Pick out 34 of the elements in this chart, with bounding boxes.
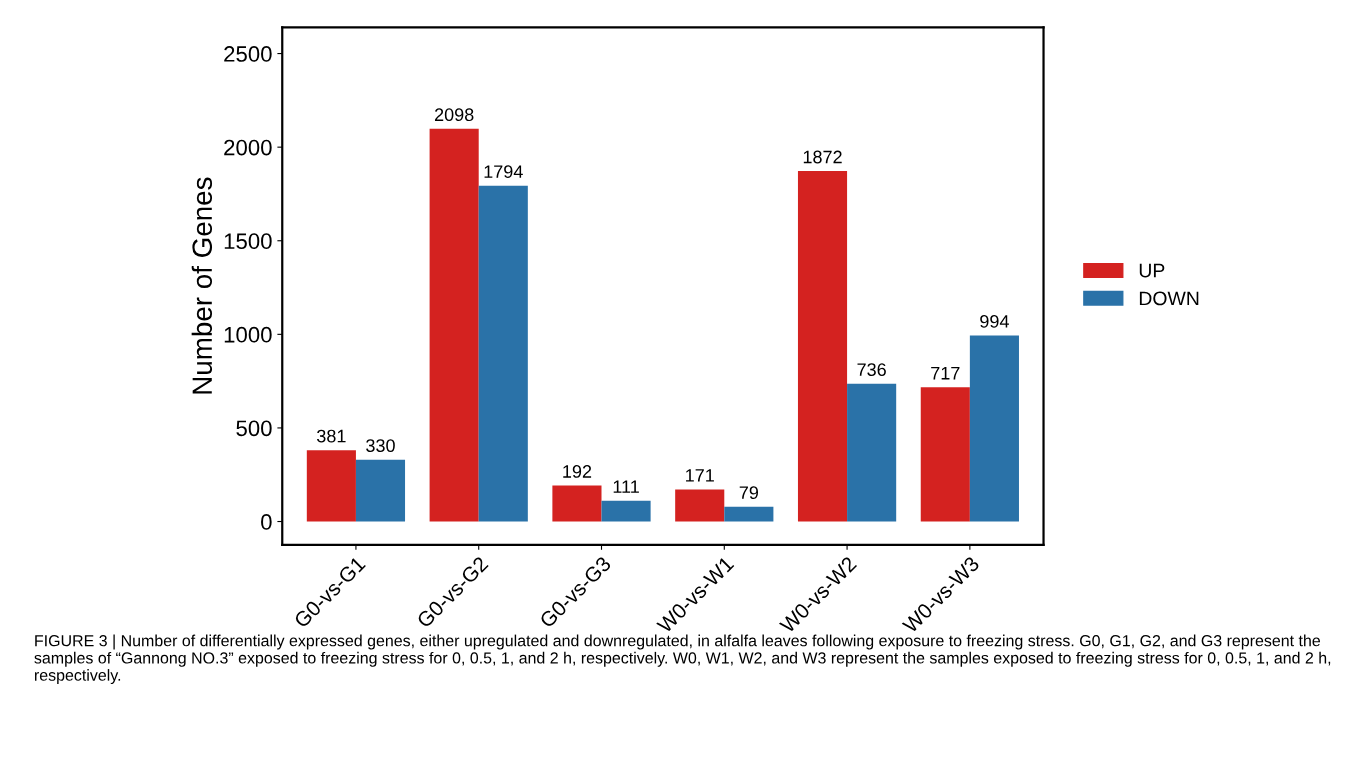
bar	[306, 450, 356, 522]
bar	[675, 489, 725, 522]
y-tick-label: 1500	[224, 233, 272, 250]
data-label: 111	[613, 480, 639, 493]
y-axis-title: Number of Genes	[191, 177, 213, 394]
bar	[920, 387, 970, 522]
data-label: 1794	[484, 165, 523, 178]
caption: FIGURE 3 | Number of differentially expressed genes, either upregulated and downregulated, in alfalfa leaves following exposure to freezing stress. G0, G1, G2, and G3 represent the samples of “Gannong NO.3” exposed to freezing stress for 0, 0.5, 1, and 2 h, respectively. W0, W1, W2, and W3 represent the samples exposed to freezing stress for 0, 0.5, 1, and 2 h, respectively.	[34, 634, 1331, 684]
data-label: 79	[739, 486, 759, 499]
data-label: 171	[686, 469, 714, 482]
bar	[969, 335, 1019, 522]
bar	[601, 500, 651, 522]
y-tick-label: 2000	[224, 139, 272, 156]
bar	[552, 485, 602, 522]
y-tick-label: 500	[236, 420, 272, 437]
y-tick-label: 1000	[224, 326, 272, 343]
y-tick-label: 2500	[224, 46, 272, 62]
bar	[847, 383, 897, 522]
data-label: 994	[980, 314, 1009, 328]
bar	[355, 459, 406, 522]
y-tick-label: 0	[261, 514, 272, 530]
data-label: 1872	[803, 150, 842, 164]
data-label: 330	[366, 439, 395, 453]
legend-label: DOWN	[1139, 291, 1199, 306]
legend-label: UP	[1139, 263, 1165, 278]
data-label: 717	[931, 366, 960, 380]
data-label: 381	[317, 429, 346, 443]
bar	[478, 185, 528, 522]
data-label: 192	[563, 465, 592, 478]
bar	[724, 506, 774, 522]
bar	[797, 171, 848, 522]
data-label: 736	[857, 363, 886, 377]
data-label: 2098	[434, 108, 474, 122]
bar	[429, 128, 479, 522]
